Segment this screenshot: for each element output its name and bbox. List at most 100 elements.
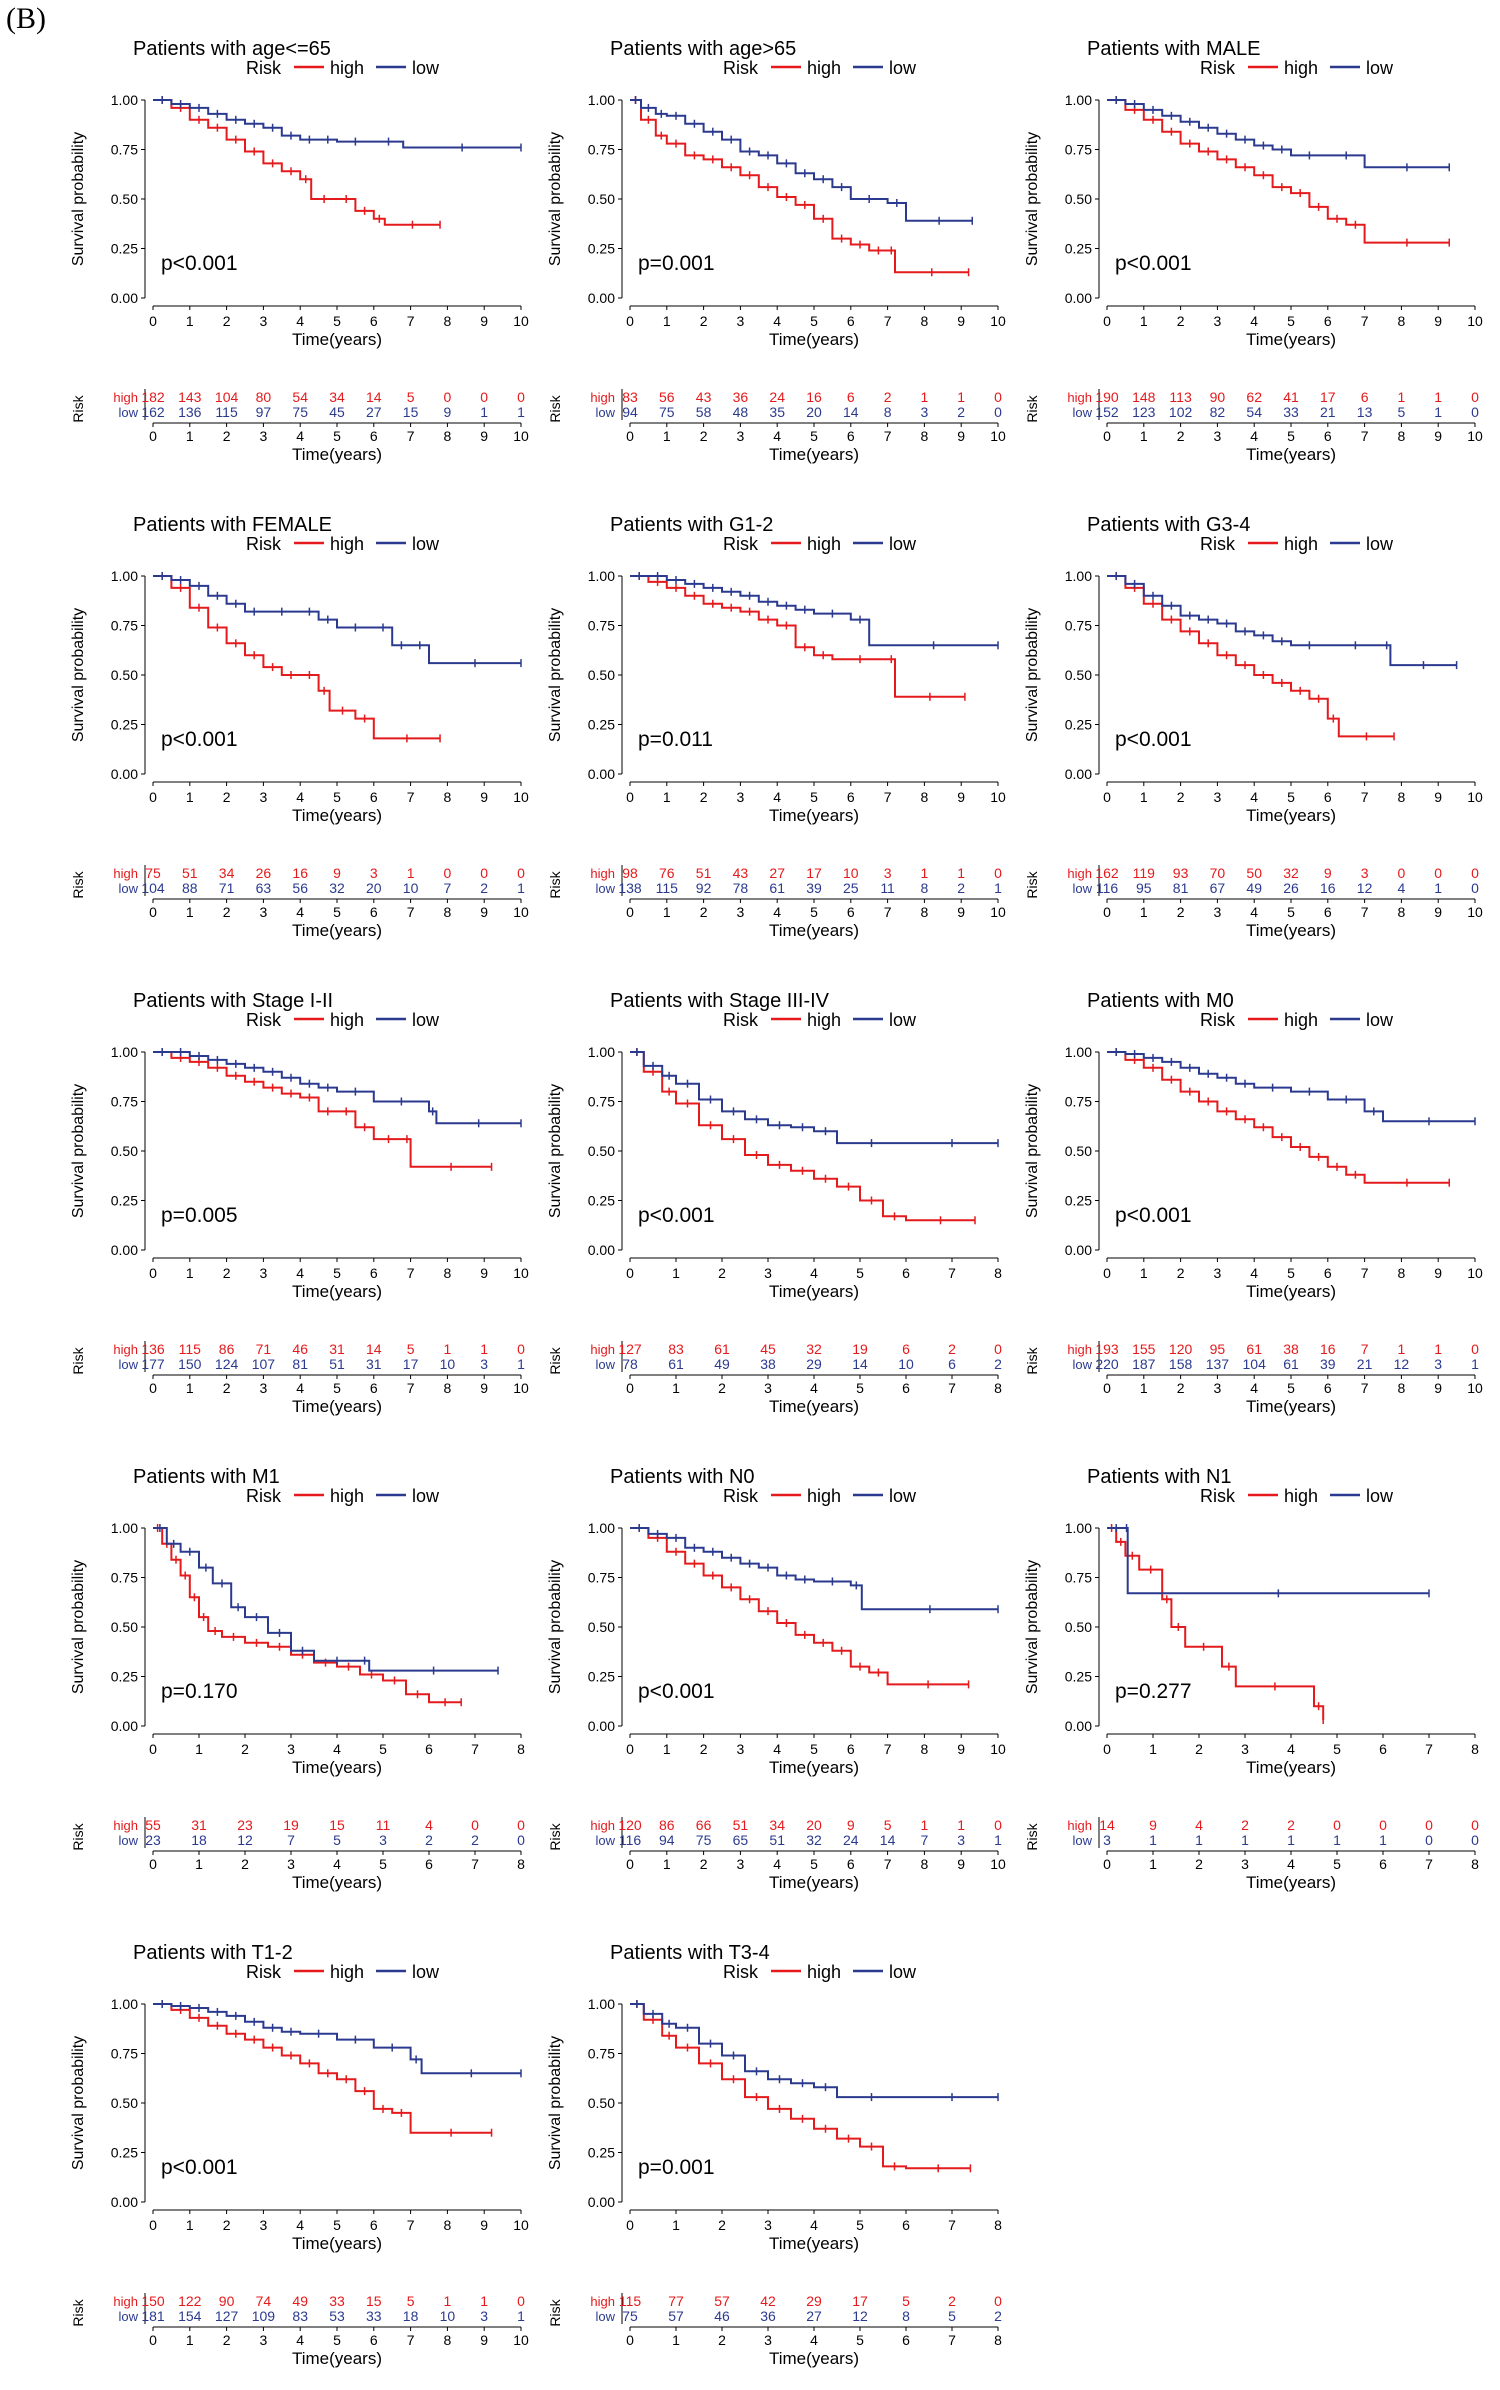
x-tick-label: 6	[425, 1741, 433, 1757]
legend-high-label: high	[1284, 534, 1318, 554]
risk-x-tick-label: 5	[856, 2332, 864, 2348]
risk-x-tick-label: 1	[1149, 1856, 1157, 1872]
risk-count-low: 3	[1103, 1832, 1111, 1848]
x-tick-label: 9	[1434, 313, 1442, 329]
y-tick-label: 0.25	[588, 241, 615, 257]
risk-table-label: Risk	[70, 394, 86, 422]
risk-x-tick-label: 4	[296, 2332, 304, 2348]
risk-x-tick-label: 9	[957, 1856, 965, 1872]
risk-count-low: 24	[843, 1832, 859, 1848]
risk-x-tick-label: 9	[957, 428, 965, 444]
y-tick-label: 0.00	[1065, 290, 1092, 306]
risk-count-low: 53	[329, 2308, 345, 2324]
risk-count-high: 148	[1132, 389, 1156, 405]
x-tick-label: 10	[990, 313, 1006, 329]
risk-count-low: 10	[403, 880, 419, 896]
y-tick-label: 0.50	[1065, 1619, 1092, 1635]
y-tick-label: 1.00	[588, 92, 615, 108]
risk-count-low: 154	[178, 2308, 202, 2324]
x-tick-label: 10	[513, 789, 529, 805]
risk-count-high: 57	[714, 2293, 730, 2309]
risk-table-label: Risk	[1024, 1346, 1040, 1374]
risk-row-label-high: high	[590, 866, 615, 881]
risk-count-high: 50	[1246, 865, 1262, 881]
risk-count-high: 0	[480, 389, 488, 405]
x-tick-label: 4	[296, 1265, 304, 1281]
risk-x-tick-label: 10	[513, 2332, 529, 2348]
panel-title: Patients with M0	[1087, 990, 1234, 1012]
risk-count-high: 0	[517, 1341, 525, 1357]
risk-count-high: 61	[714, 1341, 730, 1357]
x-tick-label: 7	[407, 1265, 415, 1281]
risk-row-label-high: high	[590, 1818, 615, 1833]
x-tick-label: 0	[626, 313, 634, 329]
x-tick-label: 7	[1361, 789, 1369, 805]
p-value: p=0.170	[161, 1680, 238, 1703]
risk-count-high: 115	[619, 2293, 642, 2309]
risk-count-high: 0	[480, 865, 488, 881]
risk-count-low: 10	[440, 1356, 456, 1372]
x-tick-label: 10	[1467, 789, 1483, 805]
risk-table-label: Risk	[1024, 394, 1040, 422]
x-tick-label: 4	[1287, 1741, 1295, 1757]
risk-x-tick-label: 8	[444, 428, 452, 444]
legend-title: Risk	[246, 534, 282, 554]
x-tick-label: 3	[260, 1265, 268, 1281]
y-tick-label: 0.25	[588, 2145, 615, 2161]
risk-x-tick-label: 8	[921, 1856, 929, 1872]
risk-x-tick-label: 0	[626, 2332, 634, 2348]
y-tick-label: 0.25	[1065, 1669, 1092, 1685]
risk-count-low: 152	[1095, 404, 1119, 420]
risk-count-high: 83	[668, 1341, 684, 1357]
risk-x-tick-label: 5	[1287, 904, 1295, 920]
risk-x-tick-label: 4	[1250, 904, 1258, 920]
y-tick-label: 0.75	[111, 142, 138, 158]
legend-low-label: low	[1366, 1486, 1394, 1506]
risk-count-low: 1	[1149, 1832, 1157, 1848]
legend-high-label: high	[330, 1486, 364, 1506]
risk-count-low: 15	[403, 404, 419, 420]
risk-row-label-high: high	[1067, 1342, 1092, 1357]
risk-count-high: 34	[769, 1817, 785, 1833]
km-curve-high	[1107, 1051, 1450, 1184]
risk-x-tick-label: 2	[700, 428, 708, 444]
panel-title: Patients with G1-2	[610, 514, 773, 536]
risk-count-high: 155	[1132, 1341, 1156, 1357]
risk-count-low: 92	[696, 880, 712, 896]
y-tick-label: 0.25	[111, 1193, 138, 1209]
risk-count-high: 19	[852, 1341, 868, 1357]
x-tick-label: 2	[223, 2217, 231, 2233]
x-tick-label: 6	[1379, 1741, 1387, 1757]
legend-title: Risk	[723, 1010, 759, 1030]
risk-row-label-high: high	[590, 390, 615, 405]
risk-count-high: 95	[1210, 1341, 1226, 1357]
y-tick-label: 0.50	[1065, 1143, 1092, 1159]
x-tick-label: 3	[737, 1741, 745, 1757]
risk-count-low: 0	[994, 404, 1002, 420]
risk-count-low: 187	[1132, 1356, 1156, 1372]
risk-row-label-low: low	[595, 1833, 615, 1848]
risk-x-tick-label: 5	[333, 428, 341, 444]
x-tick-label: 7	[407, 313, 415, 329]
y-axis-label: Survival probability	[547, 132, 564, 266]
risk-count-high: 1	[957, 865, 965, 881]
x-tick-label: 6	[902, 1265, 910, 1281]
risk-count-low: 0	[1471, 880, 1479, 896]
risk-x-tick-label: 3	[260, 2332, 268, 2348]
risk-count-high: 1	[1398, 389, 1406, 405]
risk-x-tick-label: 6	[370, 1380, 378, 1396]
risk-count-high: 14	[366, 389, 382, 405]
risk-count-low: 4	[1398, 880, 1406, 896]
risk-x-tick-label: 5	[333, 1380, 341, 1396]
risk-count-high: 115	[179, 1341, 202, 1357]
y-tick-label: 0.50	[111, 191, 138, 207]
y-tick-label: 0.50	[111, 667, 138, 683]
risk-x-tick-label: 4	[296, 1380, 304, 1396]
risk-x-tick-label: 4	[773, 428, 781, 444]
risk-count-low: 21	[1320, 404, 1336, 420]
risk-count-low: 27	[806, 2308, 822, 2324]
legend-title: Risk	[246, 1486, 282, 1506]
risk-count-low: 57	[668, 2308, 684, 2324]
